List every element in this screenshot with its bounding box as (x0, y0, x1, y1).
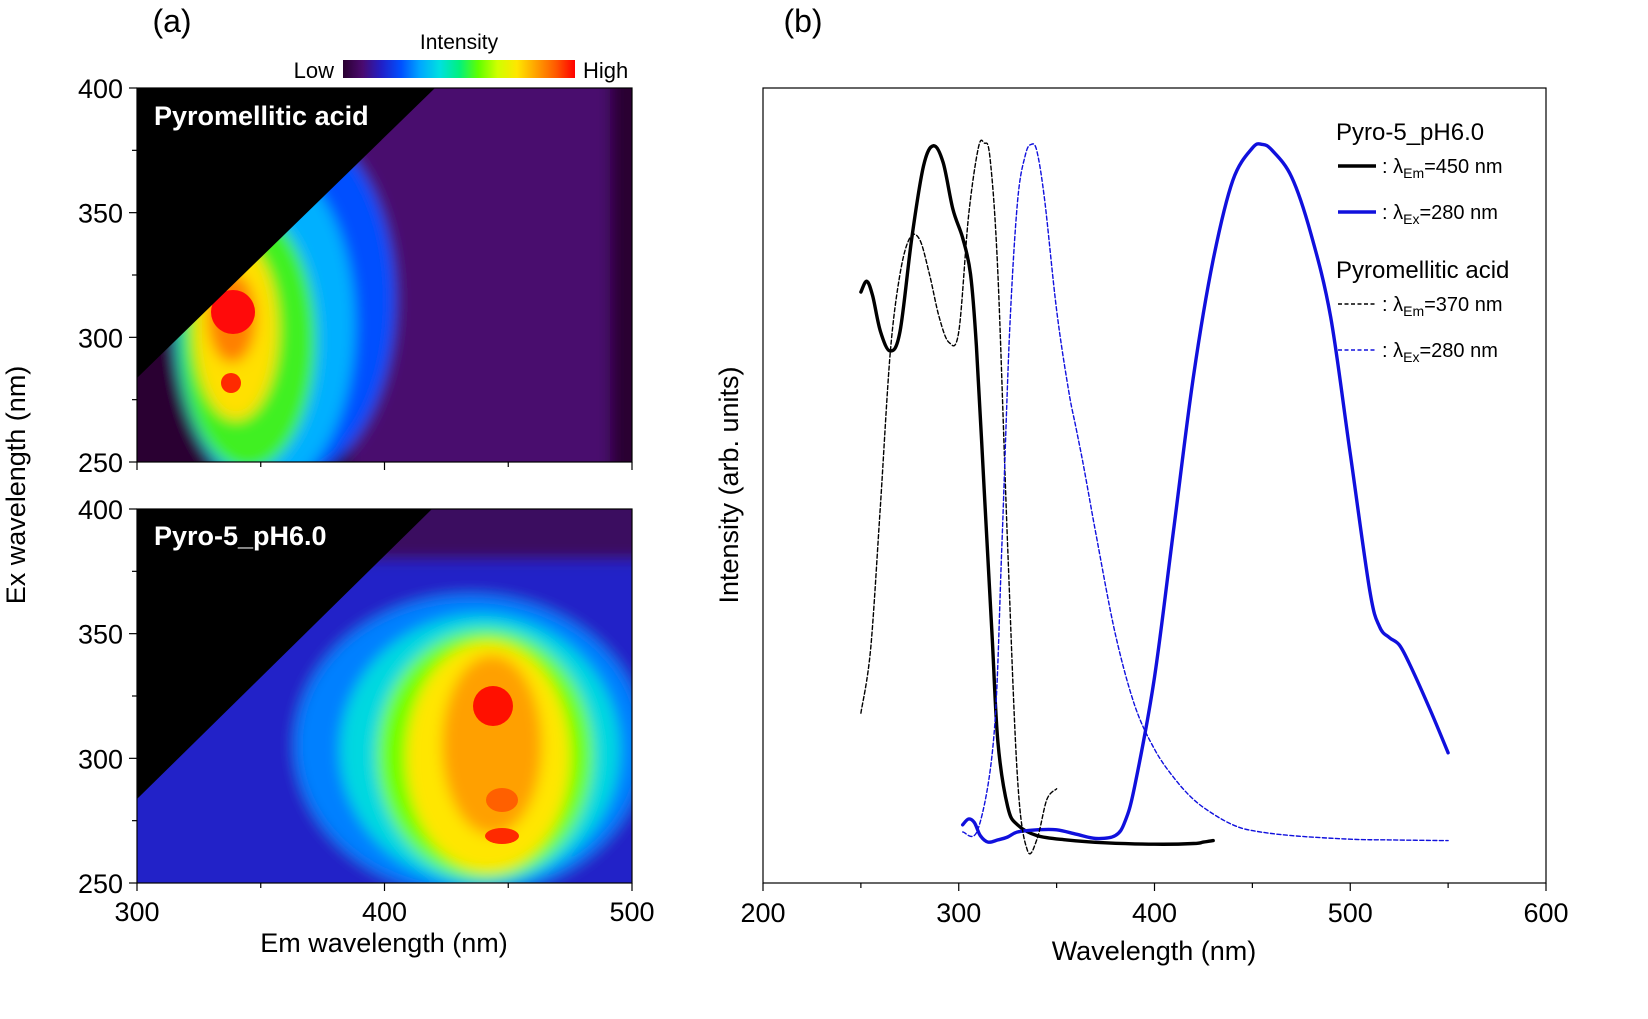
heatmap-bottom-peak-2 (486, 788, 518, 812)
legend-group-title: Pyromellitic acid (1336, 257, 1509, 284)
colorbar-gradient (343, 60, 575, 78)
line-chart-xtick-label: 500 (1328, 898, 1373, 928)
heatmap-bottom-peak-1 (473, 686, 513, 726)
series-line-1 (859, 144, 1215, 846)
heatmap-top-ytick-label: 400 (78, 74, 123, 104)
line-chart-xtick-label: 400 (1132, 898, 1177, 928)
series-line-4 (962, 143, 1449, 842)
colorbar-title: Intensity (420, 31, 499, 54)
line-chart-xlabel: Wavelength (nm) (1052, 936, 1257, 966)
heatmap-xtick-label: 400 (362, 897, 407, 927)
heatmap-top-masked-region (137, 88, 435, 378)
panel-label-b: (b) (783, 3, 822, 39)
line-chart: 200 300 400 500 600 Pyro-5_pH6.0 : λEm=450 nm… (714, 87, 1569, 966)
legend-entry-label: : λEx=280 nm (1382, 202, 1498, 227)
colorbar: Intensity Low High (294, 31, 629, 83)
series-line-3 (860, 139, 1058, 855)
line-chart-xtick-label: 600 (1523, 898, 1568, 928)
heatmap-top-axes: 250 300 350 400 (78, 74, 633, 478)
heatmap-top-ytick-label: 300 (78, 323, 123, 353)
line-chart-xtick-label: 200 (740, 898, 785, 928)
heatmap-bottom-ytick-label: 350 (78, 620, 123, 650)
heatmap-top-title: Pyromellitic acid (154, 101, 369, 131)
heatmap-xtick-label: 500 (609, 897, 654, 927)
heatmap-xlabel: Em wavelength (nm) (260, 928, 508, 958)
heatmap-bottom-ytick-label: 250 (78, 869, 123, 899)
heatmap-top-peak-2 (221, 373, 241, 393)
line-chart-series (859, 139, 1450, 855)
heatmap-bottom-masked-region (137, 509, 432, 799)
heatmap-top: Pyromellitic acid 250 300 350 400 (78, 74, 633, 478)
heatmap-bottom-orange-region (442, 655, 542, 835)
heatmap-top-ytick-label: 350 (78, 199, 123, 229)
legend-group-title: Pyro-5_pH6.0 (1336, 119, 1484, 146)
line-chart-ylabel: Intensity (arb. units) (714, 366, 744, 603)
heatmap-bottom-title: Pyro-5_pH6.0 (154, 521, 327, 551)
panel-label-a: (a) (152, 3, 191, 39)
legend-entry-label: : λEm=450 nm (1382, 156, 1503, 181)
heatmap-ylabel: Ex wavelength (nm) (1, 366, 31, 605)
heatmap-xtick-label: 300 (114, 897, 159, 927)
line-chart-axes: 200 300 400 500 600 (740, 883, 1569, 928)
legend-entry-label: : λEx=280 nm (1382, 340, 1498, 365)
colorbar-high-label: High (583, 58, 628, 83)
heatmap-top-peak-1 (211, 290, 255, 334)
heatmap-bottom-ytick-label: 400 (78, 495, 123, 525)
legend-entry-label: : λEm=370 nm (1382, 294, 1503, 319)
line-chart-xtick-label: 300 (936, 898, 981, 928)
line-chart-legend: Pyro-5_pH6.0 : λEm=450 nm : λEx=280 nm Pyro… (1336, 119, 1509, 365)
colorbar-low-label: Low (294, 58, 334, 83)
heatmap-bottom-ytick-label: 300 (78, 744, 123, 774)
heatmap-bottom-peak-3 (485, 828, 519, 844)
heatmap-top-ytick-label: 250 (78, 448, 123, 478)
series-line-2 (961, 142, 1450, 844)
